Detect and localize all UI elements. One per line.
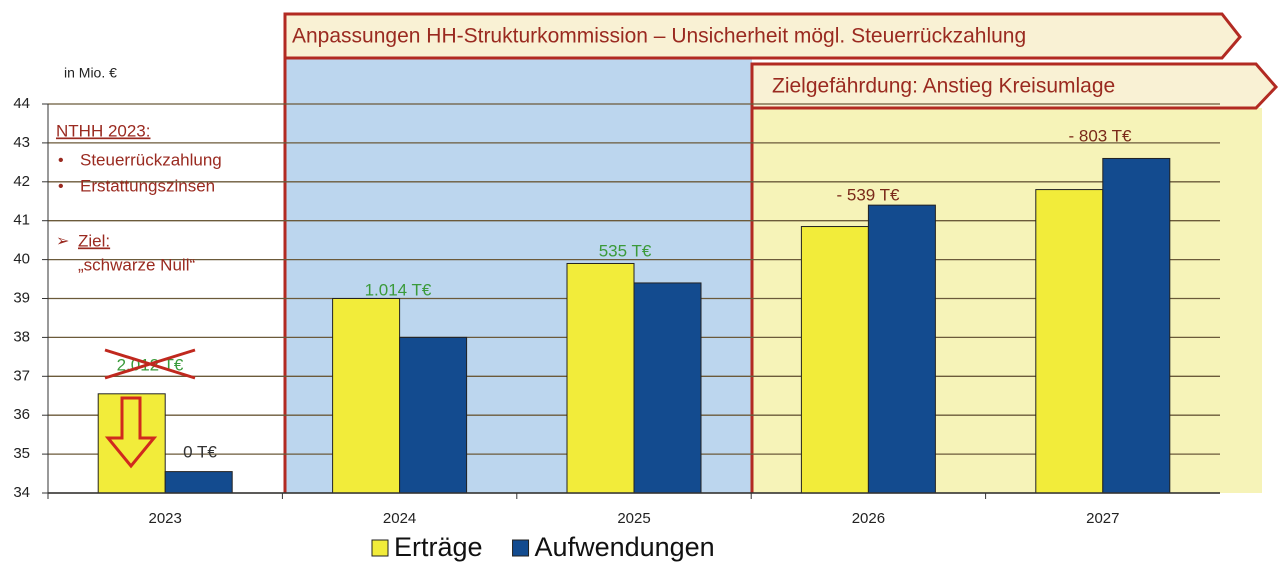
y-tick-label: 38 [13, 328, 30, 345]
y-tick-label: 40 [13, 251, 30, 268]
bar [867, 204, 936, 494]
annotation: 1.014 T€ [365, 280, 432, 299]
note-bullet: Erstattungszinsen [80, 176, 215, 195]
x-tick-label: 2023 [149, 510, 182, 527]
y-tick-label: 41 [13, 212, 30, 229]
bar [566, 262, 635, 494]
legend-label: Aufwendungen [535, 532, 715, 562]
bullet-dot: • [58, 178, 64, 195]
bar [97, 393, 166, 494]
bar [1035, 189, 1104, 494]
annotation: - 803 T€ [1068, 126, 1132, 145]
annotation: - 539 T€ [836, 185, 900, 204]
y-tick-label: 42 [13, 173, 30, 190]
bar [633, 282, 702, 494]
banner-text: Anpassungen HH-Strukturkommission – Unsi… [292, 25, 1026, 48]
bar [332, 298, 401, 494]
y-tick-label: 43 [13, 134, 30, 151]
y-tick-label: 35 [13, 445, 30, 462]
legend-swatch [512, 539, 530, 557]
y-tick-label: 37 [13, 367, 30, 384]
bar [800, 226, 869, 494]
note-goal: Ziel: [78, 231, 110, 250]
x-tick-label: 2025 [617, 510, 650, 527]
y-tick-label: 44 [13, 95, 30, 112]
y-tick-label: 34 [13, 484, 30, 501]
bar [1102, 157, 1171, 494]
x-tick-label: 2024 [383, 510, 416, 527]
banner-text: Zielgefährdung: Anstieg Kreisumlage [772, 75, 1115, 98]
annotation: 535 T€ [599, 241, 652, 260]
bar [164, 471, 233, 494]
note-title: NTHH 2023: [56, 121, 150, 140]
legend-swatch [371, 539, 389, 557]
x-tick-label: 2027 [1086, 510, 1119, 527]
strike [104, 348, 196, 380]
bar [399, 336, 468, 494]
unit-label: in Mio. € [64, 65, 117, 81]
annotation: 0 T€ [183, 442, 217, 461]
note-goal-text: „schwarze Null“ [78, 255, 195, 274]
down-arrow [104, 396, 158, 469]
legend-label: Erträge [394, 532, 483, 562]
y-tick-label: 39 [13, 289, 30, 306]
note-bullet: Steuerrückzahlung [80, 150, 222, 169]
bullet-dot: • [58, 152, 64, 169]
arrow-bullet: ➢ [56, 233, 69, 250]
y-tick-label: 36 [13, 406, 30, 423]
x-tick-label: 2026 [852, 510, 885, 527]
